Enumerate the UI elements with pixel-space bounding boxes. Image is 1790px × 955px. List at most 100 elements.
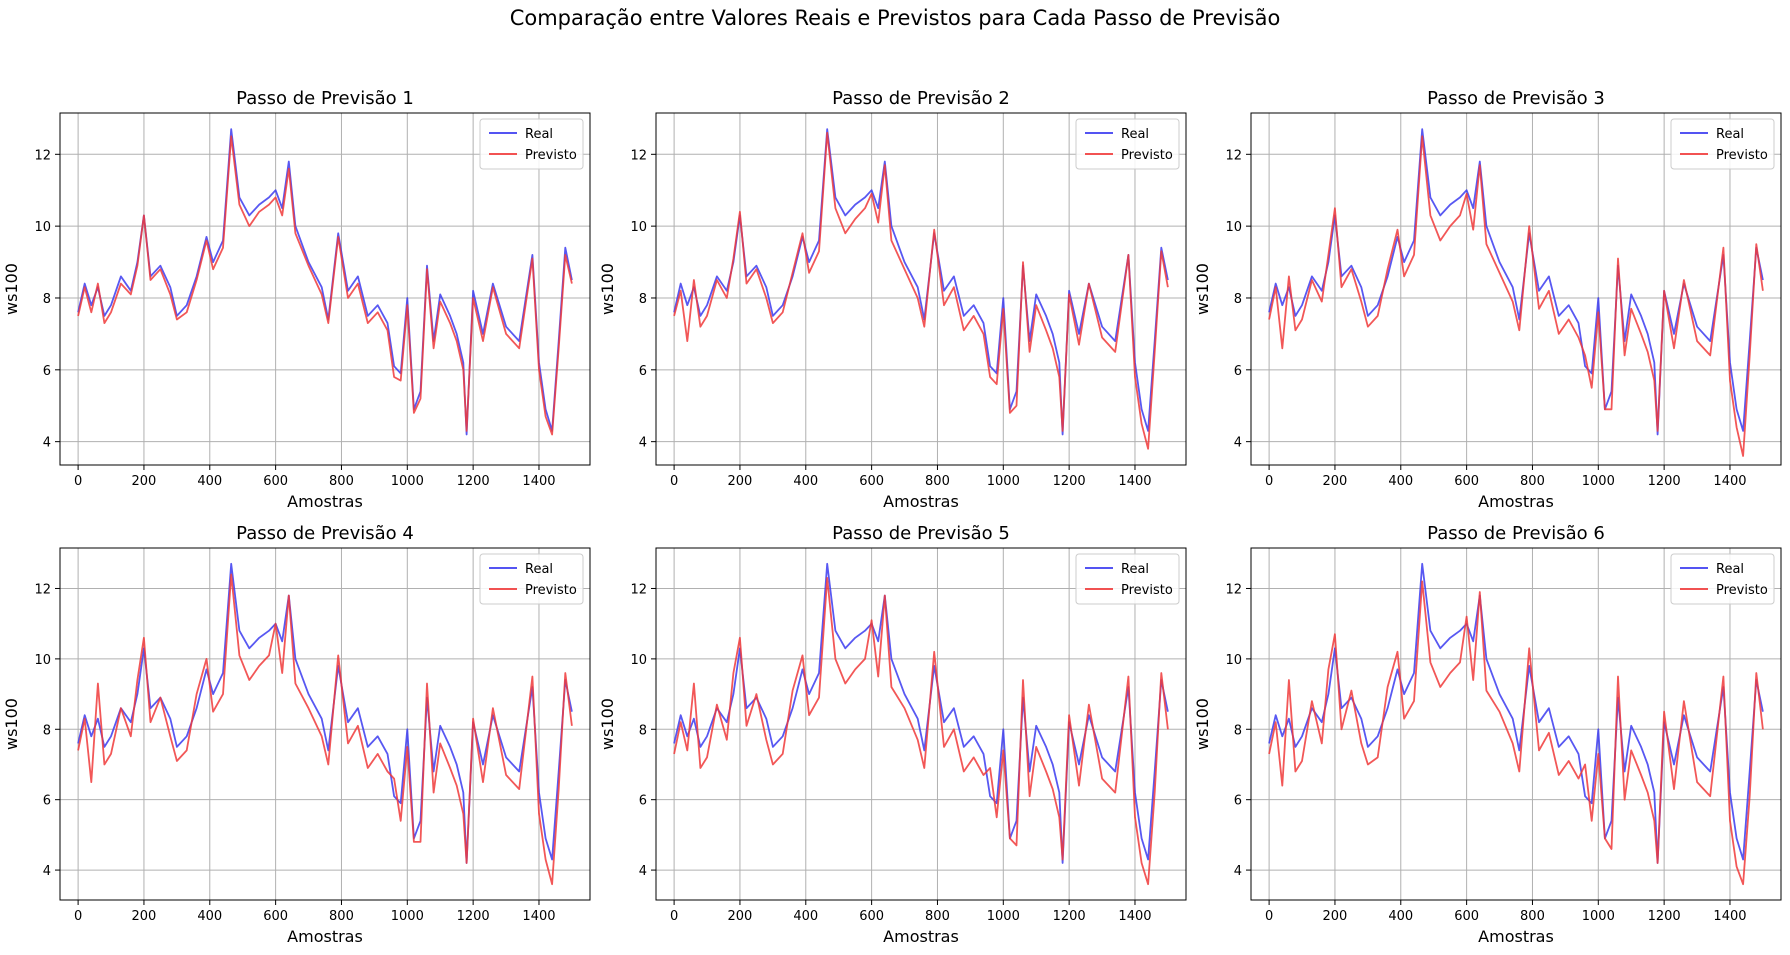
subplot-title: Passo de Previsão 4: [236, 523, 414, 544]
x-axis-label: Amostras: [287, 927, 363, 946]
subplot-title: Passo de Previsão 1: [236, 88, 414, 109]
x-axis-label: Amostras: [1478, 492, 1554, 511]
legend-box: [479, 118, 584, 170]
subplot-4: 0 200 400 600 800 1000 1200 1400 4 6 8 10 12 Passo de…: [2, 523, 591, 946]
subplot-title: Passo de Previsão 2: [832, 88, 1010, 109]
x-tick-label: 400: [1388, 909, 1413, 924]
legend-label: Real: [525, 562, 553, 577]
subplot-1: 0 200 400 600 800 1000 1200 1400 4 6 8 10 12 Passo de…: [2, 88, 591, 511]
legend-box: [1075, 553, 1180, 605]
x-tick-label: 1400: [1713, 909, 1746, 924]
legend-label: Real: [525, 127, 553, 142]
x-tick-label: 600: [263, 909, 288, 924]
axes-frame: [59, 112, 591, 466]
x-tick-label: 800: [925, 909, 950, 924]
series-line-real: [77, 562, 573, 864]
x-tick-label: 1200: [1053, 909, 1086, 924]
x-axis-label: Amostras: [883, 927, 959, 946]
x-tick-label: 1200: [1648, 909, 1681, 924]
x-tick-label: 0: [74, 474, 82, 489]
y-axis-label: ws100: [1193, 263, 1212, 315]
y-tick-label: 8: [43, 292, 51, 307]
x-tick-label: 1000: [987, 474, 1020, 489]
subplot-2: 0 200 400 600 800 1000 1200 1400 4 6 8 10 12 Passo de…: [598, 88, 1187, 511]
legend-box: [1670, 553, 1775, 605]
series-line-previsto: [1268, 580, 1764, 886]
y-tick-label: 12: [34, 582, 51, 597]
legend-label: Previsto: [1716, 583, 1768, 598]
y-axis-label: ws100: [1193, 698, 1212, 750]
series-line-previsto: [673, 131, 1169, 450]
y-axis-label: ws100: [598, 263, 617, 315]
x-tick-label: 0: [670, 909, 678, 924]
x-tick-label: 1400: [522, 909, 555, 924]
x-tick-label: 1000: [1582, 909, 1615, 924]
x-tick-label: 400: [793, 909, 818, 924]
x-tick-label: 1200: [1648, 474, 1681, 489]
x-tick-label: 200: [132, 909, 157, 924]
series-line-real: [1268, 562, 1764, 864]
subplot-5: 0 200 400 600 800 1000 1200 1400 4 6 8 10 12 Passo de…: [598, 523, 1187, 946]
x-tick-label: 800: [925, 474, 950, 489]
x-tick-label: 0: [74, 909, 82, 924]
y-tick-label: 8: [1234, 292, 1242, 307]
legend: Real Previsto: [479, 118, 584, 170]
y-tick-label: 6: [639, 364, 647, 379]
subplot-title: Passo de Previsão 5: [832, 523, 1010, 544]
legend: Real Previsto: [479, 553, 584, 605]
series-line-previsto: [673, 577, 1169, 886]
axes-frame: [1250, 547, 1782, 901]
series-line-real: [673, 562, 1169, 864]
y-tick-label: 6: [43, 794, 51, 809]
y-tick-label: 12: [1225, 148, 1242, 163]
x-tick-label: 200: [1323, 909, 1348, 924]
x-tick-label: 200: [728, 474, 753, 489]
y-tick-label: 6: [43, 364, 51, 379]
legend-label: Previsto: [525, 148, 577, 163]
subplot-3: 0 200 400 600 800 1000 1200 1400 4 6 8 10 12 Passo de…: [1193, 88, 1782, 511]
y-tick-label: 12: [630, 582, 647, 597]
x-tick-label: 400: [793, 474, 818, 489]
y-axis-label: ws100: [2, 263, 21, 315]
y-tick-label: 10: [1225, 653, 1242, 668]
x-tick-label: 600: [859, 474, 884, 489]
x-tick-label: 1200: [457, 909, 490, 924]
legend-label: Previsto: [1121, 583, 1173, 598]
x-axis-label: Amostras: [1478, 927, 1554, 946]
axes-frame: [59, 547, 591, 901]
x-tick-label: 400: [197, 474, 222, 489]
y-tick-label: 8: [43, 723, 51, 738]
x-tick-label: 400: [197, 909, 222, 924]
x-tick-label: 1400: [1118, 909, 1151, 924]
x-tick-label: 1200: [457, 474, 490, 489]
x-tick-label: 200: [1323, 474, 1348, 489]
x-axis-label: Amostras: [287, 492, 363, 511]
x-tick-label: 200: [132, 474, 157, 489]
y-tick-label: 8: [1234, 723, 1242, 738]
legend-label: Real: [1121, 127, 1149, 142]
x-tick-label: 1400: [1118, 474, 1151, 489]
x-tick-label: 600: [263, 474, 288, 489]
y-axis-label: ws100: [598, 698, 617, 750]
legend-box: [479, 553, 584, 605]
y-tick-label: 6: [639, 794, 647, 809]
legend-label: Previsto: [1121, 148, 1173, 163]
figure-title: Comparação entre Valores Reais e Previst…: [509, 6, 1281, 30]
y-tick-label: 6: [1234, 364, 1242, 379]
x-tick-label: 1000: [987, 909, 1020, 924]
series-line-real: [1268, 128, 1764, 436]
subplot-title: Passo de Previsão 6: [1427, 523, 1605, 544]
legend: Real Previsto: [1670, 118, 1775, 170]
x-tick-label: 800: [329, 474, 354, 489]
y-tick-label: 4: [639, 436, 647, 451]
x-tick-label: 1400: [1713, 474, 1746, 489]
y-axis-label: ws100: [2, 698, 21, 750]
axes-frame: [655, 112, 1187, 466]
legend-label: Real: [1716, 127, 1744, 142]
y-tick-label: 4: [1234, 864, 1242, 879]
subplot-6: 0 200 400 600 800 1000 1200 1400 4 6 8 10 12 Passo de…: [1193, 523, 1782, 946]
legend-box: [1670, 118, 1775, 170]
x-tick-label: 1000: [1582, 474, 1615, 489]
x-tick-label: 0: [1265, 474, 1273, 489]
